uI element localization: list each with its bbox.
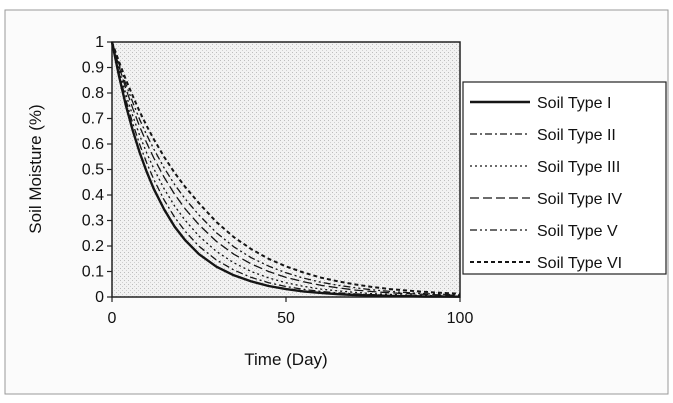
x-axis-title: Time (Day) (244, 350, 327, 369)
series-line-5 (111, 41, 461, 296)
y-tick-label: 0.2 (82, 238, 104, 255)
y-tick-label: 0.5 (82, 162, 104, 179)
legend-label: Soil Type VI (537, 255, 622, 272)
y-tick-label: 0.8 (82, 85, 104, 102)
x-tick-label: 50 (277, 310, 295, 327)
y-tick-label: 1 (95, 34, 104, 51)
y-tick-label: 0.6 (82, 136, 104, 153)
y-tick-label: 0.1 (82, 264, 104, 281)
series-line-3 (111, 41, 461, 297)
y-tick-label: 0.4 (82, 187, 104, 204)
series-line-2 (111, 41, 460, 298)
plot-area (111, 41, 461, 298)
legend-label: Soil Type III (537, 159, 620, 176)
y-axis-ticks: 0 0.1 0.2 0.3 0.4 0.5 0.6 0.7 0.8 0.9 1 (82, 34, 112, 306)
legend-label: Soil Type I (537, 95, 611, 112)
series-line-6 (111, 41, 461, 295)
legend-box (462, 81, 667, 275)
legend-label: Soil Type IV (537, 191, 622, 208)
series-lines (110, 41, 461, 298)
legend: Soil Type I Soil Type II Soil Type III Soil… (470, 95, 622, 272)
legend-label: Soil Type V (537, 223, 618, 240)
y-tick-label: 0.3 (82, 213, 104, 230)
y-tick-label: 0.9 (82, 60, 104, 77)
x-axis-ticks: 0 50 100 (108, 297, 474, 327)
y-tick-label: 0 (95, 289, 104, 306)
legend-label: Soil Type II (537, 127, 616, 144)
y-tick-label: 0.7 (82, 111, 104, 128)
series-line-4 (111, 41, 461, 297)
x-tick-label: 100 (447, 310, 474, 327)
x-tick-label: 0 (108, 310, 117, 327)
y-axis-title: Soil Moisture (%) (26, 104, 45, 233)
